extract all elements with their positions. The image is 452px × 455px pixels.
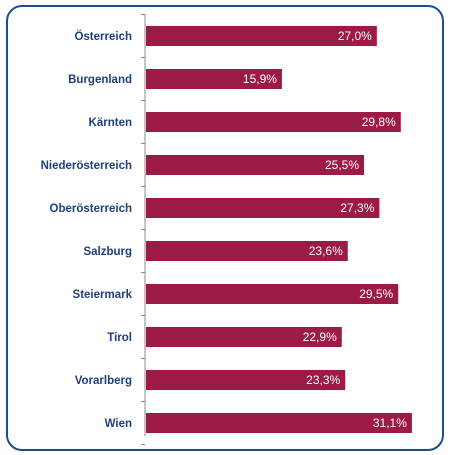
data-label: 15,9%	[243, 72, 277, 86]
bar	[146, 69, 282, 89]
category-label: Salzburg	[83, 246, 132, 258]
bar	[146, 413, 412, 433]
category-label: Steiermark	[73, 289, 133, 301]
category-label: Wien	[105, 418, 132, 430]
data-label: 25,5%	[325, 158, 359, 172]
category-label: Tirol	[107, 332, 132, 344]
bar	[146, 370, 346, 390]
bar	[146, 327, 342, 347]
data-label: 23,3%	[306, 373, 340, 387]
category-label: Kärnten	[89, 117, 132, 129]
bar	[146, 198, 380, 218]
data-label: 29,5%	[359, 287, 393, 301]
data-label: 31,1%	[373, 416, 407, 430]
category-label: Österreich	[74, 30, 132, 43]
data-label: 27,0%	[338, 29, 372, 43]
category-label: Vorarlberg	[75, 375, 132, 387]
data-label: 29,8%	[362, 115, 396, 129]
bar	[146, 155, 365, 175]
data-label: 22,9%	[303, 330, 337, 344]
bar	[146, 241, 348, 261]
data-label: 23,6%	[309, 244, 343, 258]
category-label: Burgenland	[68, 74, 132, 86]
category-label: Niederösterreich	[41, 160, 132, 172]
bar	[146, 112, 401, 132]
category-label: Oberösterreich	[50, 203, 132, 215]
bar	[146, 26, 377, 46]
data-label: 27,3%	[340, 201, 374, 215]
bar	[146, 284, 399, 304]
